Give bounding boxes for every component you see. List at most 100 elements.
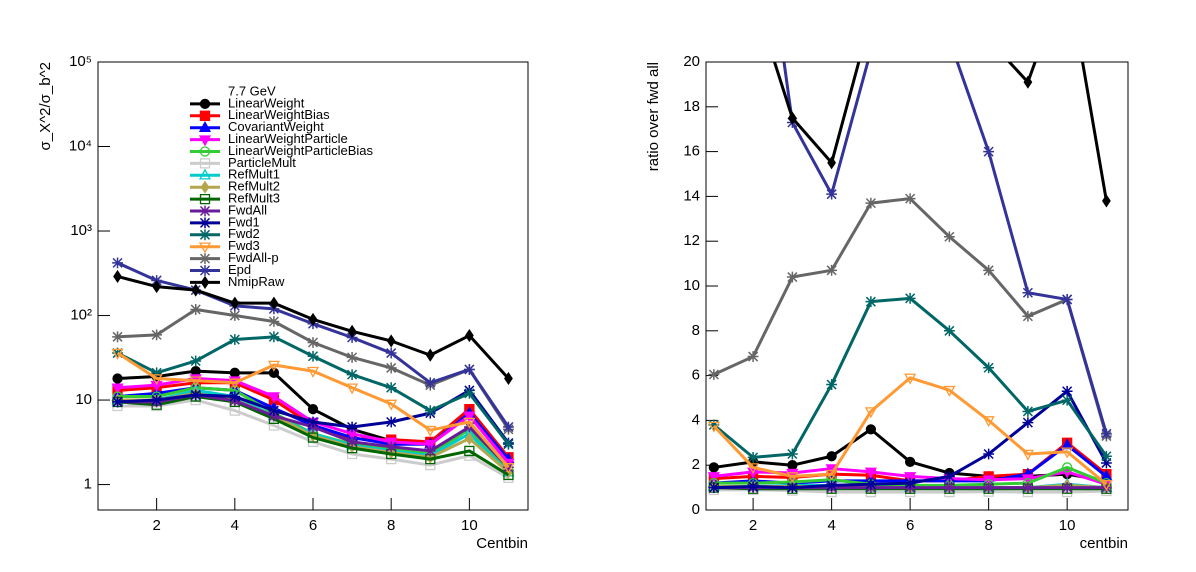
marker (112, 347, 123, 359)
marker (904, 193, 916, 205)
marker (1061, 482, 1073, 493)
marker (1101, 457, 1112, 469)
y-tick-label: 1 (84, 476, 92, 493)
marker (385, 441, 397, 453)
marker (308, 312, 318, 326)
marker (268, 367, 280, 378)
marker (269, 296, 279, 310)
marker (306, 366, 320, 378)
marker (386, 448, 397, 460)
x-tick-label: 8 (387, 517, 395, 534)
marker (943, 325, 955, 337)
marker (1022, 406, 1034, 417)
marker (385, 382, 397, 394)
marker (200, 275, 210, 289)
marker (983, 146, 995, 157)
series-line (712, 376, 1108, 486)
marker (307, 432, 319, 443)
marker (786, 472, 799, 484)
x-tick-label: 6 (309, 517, 317, 534)
marker (747, 351, 759, 362)
marker (826, 188, 838, 200)
marker (1102, 194, 1111, 208)
marker (982, 416, 995, 428)
marker (268, 331, 280, 343)
marker (503, 421, 514, 433)
marker (190, 391, 201, 402)
marker (1100, 479, 1113, 491)
marker (503, 461, 514, 473)
marker (346, 383, 359, 395)
marker (1022, 417, 1034, 429)
marker (346, 421, 358, 433)
x-axis-title: centbin (1080, 535, 1128, 552)
marker (904, 456, 916, 467)
marker (786, 468, 799, 480)
marker (230, 296, 240, 310)
marker (825, 469, 838, 481)
marker (904, 472, 917, 484)
marker (307, 416, 319, 428)
panel: 2 4 6 8 10 0 2 4 6 8 10 12 14 16 18 20 centbin ratio over… (645, 53, 1129, 552)
marker (983, 448, 995, 460)
legend-label: Fwd1 (228, 214, 260, 229)
marker (865, 296, 877, 308)
marker (943, 482, 955, 493)
marker (865, 478, 877, 490)
marker (463, 364, 475, 375)
marker (346, 351, 358, 363)
marker (198, 135, 212, 147)
marker (983, 362, 995, 374)
marker (708, 419, 720, 431)
marker (983, 482, 995, 493)
marker (152, 280, 162, 294)
marker (708, 482, 720, 493)
y-axis-title: ratio over fwd all (645, 62, 662, 171)
marker (191, 283, 201, 297)
marker (347, 324, 357, 338)
marker (502, 463, 515, 475)
legend-label: RefMult1 (228, 167, 280, 182)
marker (826, 479, 838, 491)
marker (504, 371, 513, 386)
marker (1022, 310, 1034, 322)
marker (190, 304, 202, 315)
y-tick-label: 8 (692, 322, 700, 339)
marker (943, 471, 955, 482)
marker (112, 331, 123, 343)
marker (786, 448, 798, 460)
legend-label: RefMult3 (228, 191, 280, 206)
marker (189, 376, 202, 388)
marker (424, 425, 437, 437)
marker (1023, 75, 1033, 89)
y-axis-title: σ_X^2/σ_b^2 (37, 62, 54, 150)
marker (199, 265, 211, 276)
marker (786, 271, 798, 283)
y-tick-label: 16 (683, 143, 700, 160)
marker (464, 432, 474, 446)
series-line (782, 62, 1108, 435)
marker (1061, 462, 1073, 473)
legend-label: ParticleMult (228, 155, 296, 170)
y-tick-label: 14 (683, 187, 700, 204)
marker (826, 264, 838, 276)
y-tick-label: 0 (692, 501, 700, 518)
marker (307, 350, 319, 362)
legend-label: LinearWeightParticleBias (228, 143, 373, 158)
marker (943, 385, 956, 397)
marker (904, 373, 917, 385)
marker (983, 483, 994, 494)
marker (865, 197, 877, 209)
marker (983, 264, 995, 276)
series-line (116, 351, 510, 469)
marker (199, 146, 211, 157)
marker (151, 367, 163, 379)
y-tick-label: 18 (683, 98, 700, 115)
x-tick-label: 4 (231, 517, 239, 534)
marker (904, 477, 916, 489)
marker (190, 355, 202, 367)
marker (1101, 482, 1112, 493)
marker (112, 396, 123, 408)
marker (307, 404, 319, 415)
